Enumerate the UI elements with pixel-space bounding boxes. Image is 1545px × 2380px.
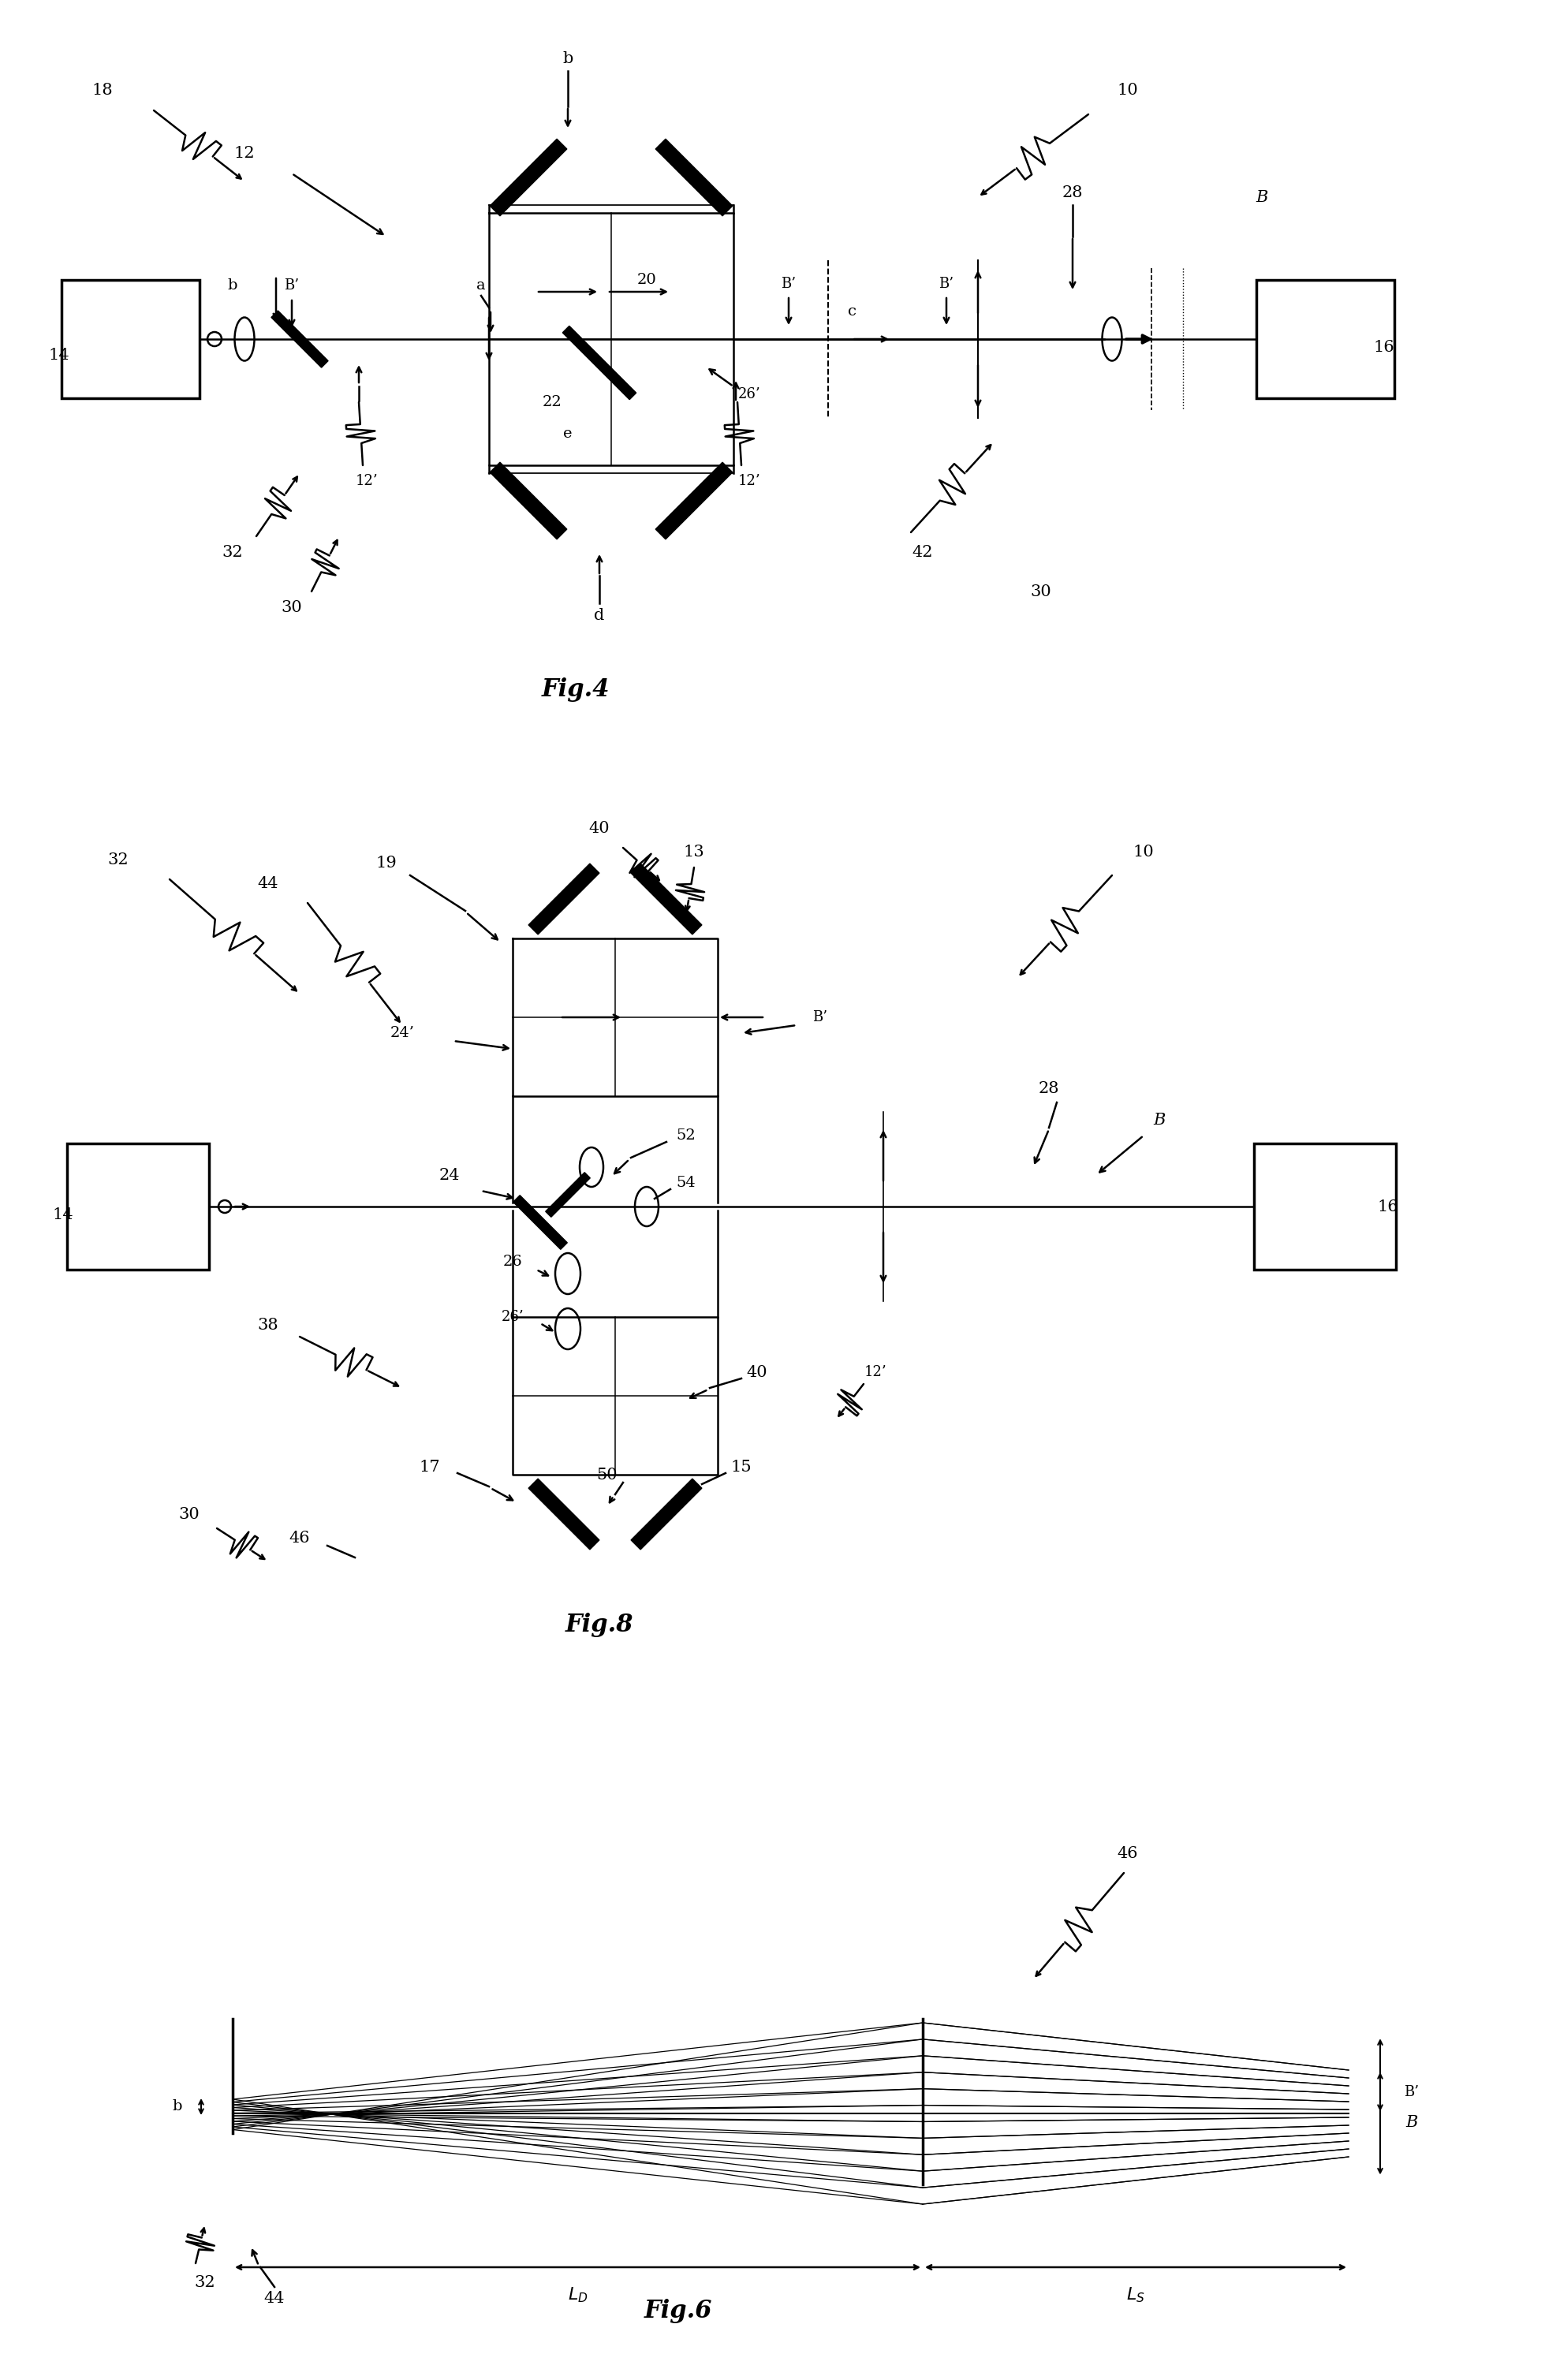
Text: 12’: 12’ [355, 474, 379, 488]
Text: 22: 22 [542, 395, 562, 409]
Text: 42: 42 [912, 545, 933, 559]
Text: 32: 32 [195, 2275, 216, 2290]
Polygon shape [562, 326, 637, 400]
Text: B: B [1406, 2116, 1418, 2130]
Text: e: e [564, 426, 572, 440]
Polygon shape [630, 1478, 701, 1549]
Polygon shape [490, 138, 567, 217]
Text: 40: 40 [589, 821, 610, 835]
Polygon shape [513, 1195, 567, 1250]
Text: 30: 30 [179, 1507, 199, 1521]
Text: 52: 52 [677, 1128, 695, 1142]
Text: 19: 19 [375, 857, 397, 871]
Bar [1255, 1142, 1397, 1269]
Polygon shape [655, 138, 732, 217]
Text: 16: 16 [1374, 340, 1395, 355]
Text: 16: 16 [1378, 1200, 1398, 1214]
Text: 30: 30 [1031, 583, 1052, 600]
Text: 15: 15 [731, 1459, 752, 1473]
Text: a: a [476, 278, 485, 293]
Text: 18: 18 [93, 83, 113, 98]
Bar [66, 1142, 209, 1269]
Bar [62, 281, 199, 397]
Bar [1256, 281, 1394, 397]
Text: 24: 24 [439, 1169, 460, 1183]
Text: 12’: 12’ [864, 1366, 887, 1380]
Text: 32: 32 [108, 852, 128, 866]
Polygon shape [655, 462, 732, 540]
Polygon shape [528, 1478, 599, 1549]
Text: 10: 10 [1117, 83, 1139, 98]
Text: B’: B’ [939, 276, 953, 290]
Text: c: c [847, 305, 856, 319]
Text: 20: 20 [637, 274, 657, 288]
Text: 13: 13 [683, 845, 705, 859]
Text: 32: 32 [222, 545, 243, 559]
Text: 12’: 12’ [739, 474, 760, 488]
Text: 54: 54 [677, 1176, 695, 1190]
Text: 30: 30 [281, 600, 303, 614]
Text: 24’: 24’ [389, 1026, 414, 1040]
Text: B’: B’ [782, 276, 796, 290]
Text: 44: 44 [258, 876, 278, 890]
Text: B’: B’ [1404, 2085, 1420, 2099]
Text: 28: 28 [1061, 186, 1083, 200]
Polygon shape [545, 1173, 590, 1216]
Text: 44: 44 [264, 2292, 284, 2306]
Text: Fig.6: Fig.6 [644, 2299, 712, 2323]
Text: 10: 10 [1132, 845, 1154, 859]
Text: 40: 40 [746, 1364, 768, 1380]
Text: b: b [227, 278, 238, 293]
Text: 14: 14 [48, 347, 70, 362]
Text: 26’: 26’ [501, 1309, 524, 1323]
Text: 17: 17 [419, 1459, 440, 1473]
Text: 26’: 26’ [739, 388, 760, 402]
Polygon shape [272, 312, 328, 367]
Text: $L_D$: $L_D$ [567, 2285, 587, 2304]
Text: B’: B’ [284, 278, 300, 293]
Text: 38: 38 [258, 1319, 278, 1333]
Text: d: d [595, 607, 604, 624]
Polygon shape [528, 864, 599, 935]
Text: 46: 46 [289, 1530, 311, 1545]
Text: 12: 12 [233, 145, 255, 162]
Text: B: B [1153, 1111, 1165, 1128]
Text: b: b [173, 2099, 182, 2113]
Polygon shape [630, 864, 701, 935]
Polygon shape [490, 462, 567, 540]
Text: 50: 50 [596, 1466, 618, 1483]
Text: b: b [562, 52, 573, 67]
Text: 46: 46 [1117, 1847, 1139, 1861]
Text: $L_S$: $L_S$ [1126, 2285, 1145, 2304]
Text: 26: 26 [502, 1254, 522, 1269]
Text: Fig.8: Fig.8 [565, 1611, 633, 1637]
Text: Fig.4: Fig.4 [542, 678, 610, 702]
Text: B: B [1256, 190, 1268, 205]
Text: B’: B’ [813, 1009, 828, 1023]
Text: 14: 14 [53, 1207, 74, 1221]
Text: 28: 28 [1038, 1081, 1060, 1095]
